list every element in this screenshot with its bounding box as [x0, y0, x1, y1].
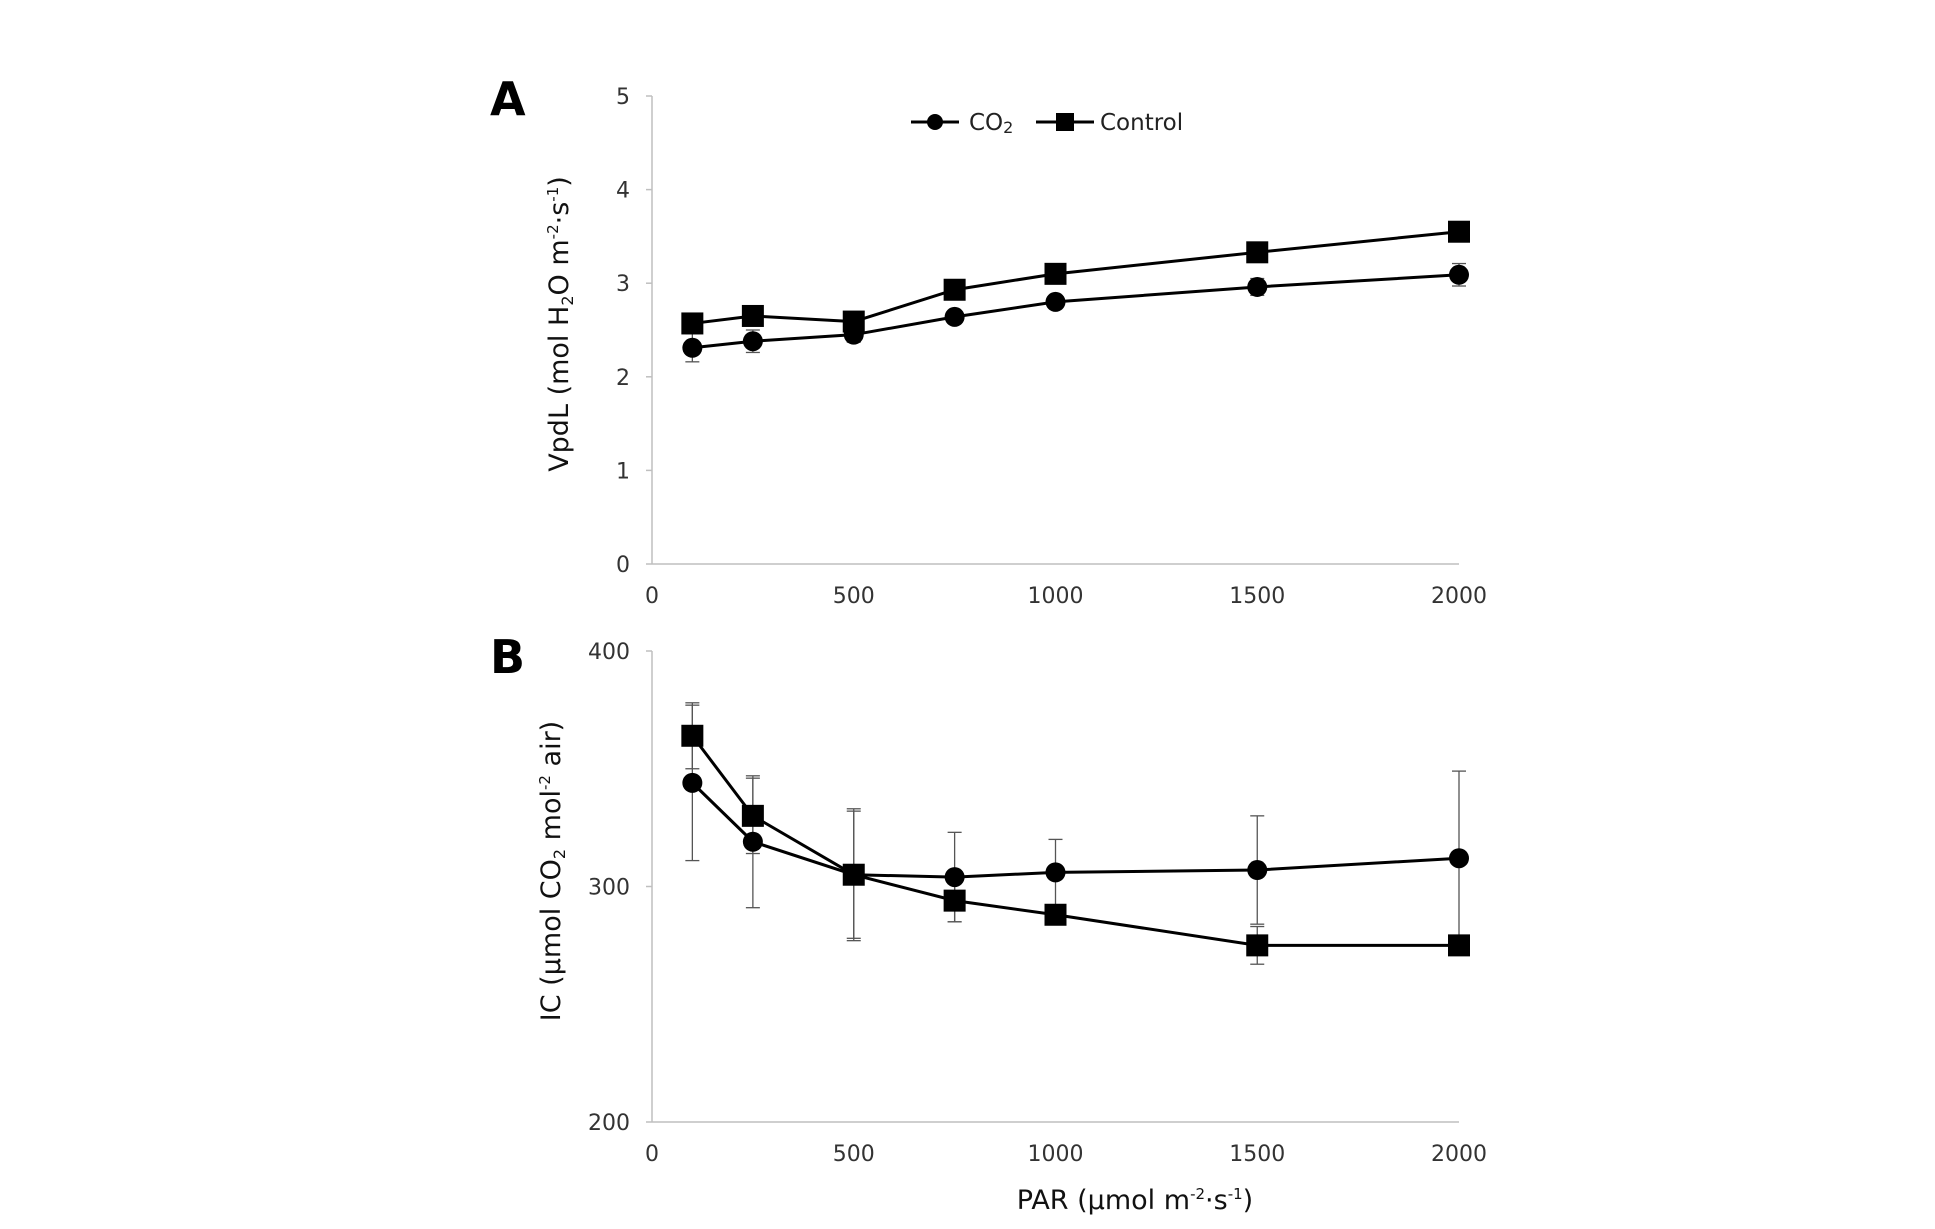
panel-a-x-tick-label: 1500: [1229, 584, 1285, 609]
panel-a-axes: 0 1 2 3 4 5 0 500 1000 1500 2000: [616, 85, 1487, 609]
panel-b-x-axis-title: PAR (μmol m-2·s-1): [1017, 1185, 1253, 1216]
panel-b-control-line: [691, 734, 1459, 947]
panel-b-control-point: [1448, 934, 1470, 957]
panel-b-x-tick-label: 2000: [1431, 1142, 1487, 1167]
panel-a-co2-point: [682, 337, 703, 358]
panel-a-co2-point: [1247, 276, 1268, 297]
panel-a-series-lines: [692, 230, 1460, 350]
panel-a-y-tick-label: 3: [616, 272, 630, 297]
panel-b-control-point: [842, 863, 865, 886]
panel-b-series-lines: [691, 734, 1460, 947]
panel-a-x-tick-label: 2000: [1431, 584, 1487, 609]
panel-a-error-bars: [685, 226, 1466, 363]
panel-a-co2-point: [1045, 291, 1066, 312]
panel-b-label: B: [490, 630, 525, 684]
legend-control-marker: [1056, 113, 1074, 131]
panel-b-co2-point: [742, 831, 763, 852]
panel-a-control-point: [741, 304, 764, 327]
legend-co2-label: CO2: [969, 110, 1013, 137]
panel-b-y-tick-label: 200: [588, 1111, 630, 1136]
panel-b-control-point: [1044, 903, 1067, 926]
panel-a-y-tick-label: 5: [616, 85, 630, 110]
panel-b-co2-point: [944, 867, 965, 888]
panel-b-control-point: [681, 724, 704, 747]
panel-b: B 200 300 400 0 500 1000 1500 2000 IC (μmol CO2…: [490, 630, 1487, 1216]
panel-b-x-tick-label: 1500: [1229, 1142, 1285, 1167]
panel-a-co2-point: [1449, 264, 1469, 285]
panel-a-control-line: [692, 230, 1460, 325]
panel-a-x-tick-label: 1000: [1028, 584, 1084, 609]
panel-b-y-tick-label: 400: [588, 640, 630, 665]
panel-b-axes: 200 300 400 0 500 1000 1500 2000: [588, 640, 1487, 1167]
panel-b-x-tick-label: 1000: [1028, 1142, 1084, 1167]
legend-co2-marker: [927, 114, 943, 130]
panel-a-co2-line: [692, 273, 1460, 350]
legend-control-label: Control: [1100, 110, 1183, 136]
panel-a-co2-point: [742, 331, 763, 352]
panel-a-control-point: [943, 278, 966, 301]
panel-a-control-point: [1246, 241, 1269, 264]
panel-b-x-tick-label: 500: [833, 1142, 875, 1167]
panel-a-y-tick-label: 1: [616, 459, 630, 484]
panel-b-co2-point: [682, 772, 703, 793]
panel-b-y-axis-title: IC (μmol CO2 mol-2 air): [536, 721, 569, 1021]
panel-b-co2-point: [1247, 860, 1268, 881]
panel-a-y-tick-label: 4: [616, 179, 630, 204]
panel-a-control-point: [681, 312, 704, 335]
panel-b-control-point: [1246, 934, 1269, 957]
panel-b-co2-line: [691, 781, 1460, 879]
panel-b-control-point: [943, 889, 966, 912]
panel-a-markers: [681, 220, 1470, 358]
panel-b-y-tick-label: 300: [588, 876, 630, 901]
panel-b-markers: [681, 724, 1470, 957]
legend: CO2 Control: [911, 110, 1183, 137]
panel-a-control-point: [842, 310, 865, 333]
panel-a-x-tick-label: 500: [833, 584, 875, 609]
panel-b-co2-point: [1449, 848, 1469, 869]
panel-b-co2-point: [1045, 862, 1066, 883]
panel-a-x-tick-label: 0: [645, 584, 659, 609]
panel-b-error-bars: [685, 702, 1466, 965]
panel-a-control-point: [1448, 220, 1470, 243]
panel-a-y-tick-label: 2: [616, 366, 630, 391]
panel-a-label: A: [490, 72, 526, 126]
panel-a-co2-point: [944, 306, 965, 327]
panel-b-control-point: [741, 804, 764, 827]
panel-b-x-tick-label: 0: [645, 1142, 659, 1167]
panel-a: A 0 1 2 3 4 5 0 500 1000 1500 2000 VpdL (mol H2O m…: [490, 72, 1487, 609]
panel-a-y-tick-label: 0: [616, 553, 630, 578]
panel-a-y-axis-title: VpdL (mol H2O m-2·s-1): [544, 176, 577, 472]
panel-a-control-point: [1044, 262, 1067, 285]
